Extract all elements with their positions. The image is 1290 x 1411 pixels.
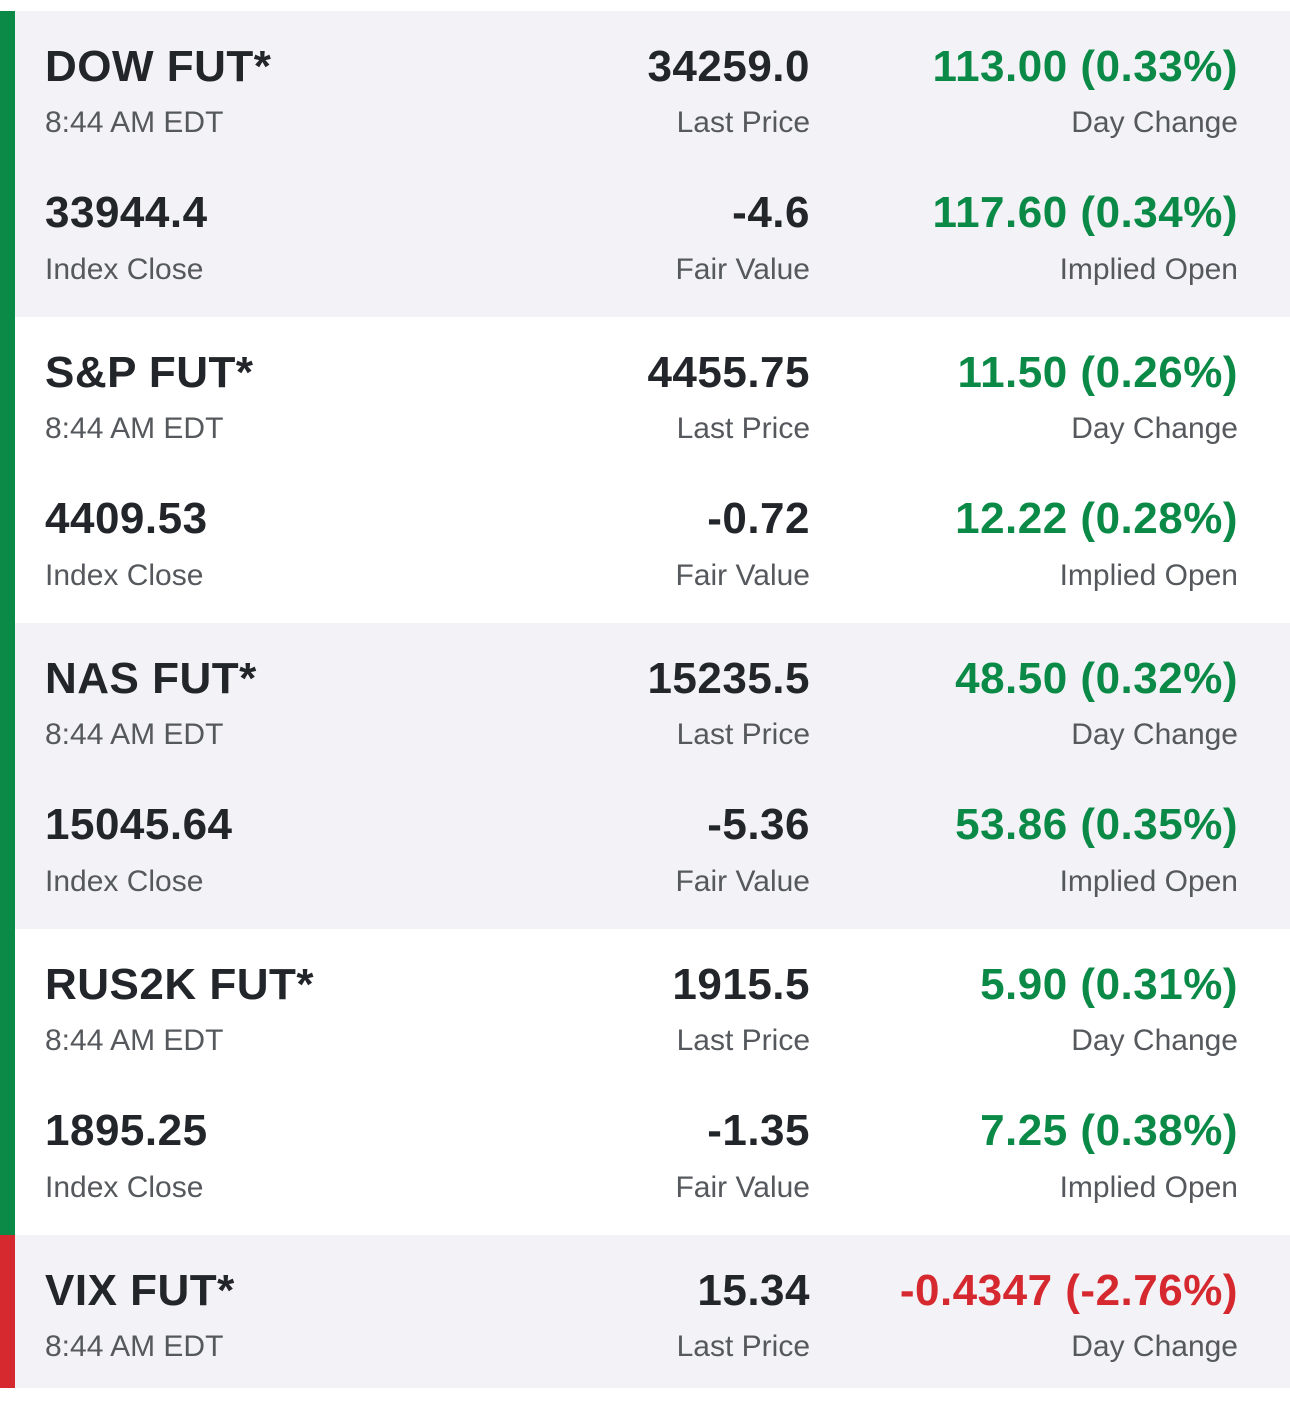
future-name: DOW FUT* xyxy=(45,42,272,91)
last-price-value: 15235.5 xyxy=(647,654,810,703)
index-close-value: 33944.4 xyxy=(45,188,208,237)
fair-value-value: -0.72 xyxy=(707,494,810,543)
last-price-value: 34259.0 xyxy=(647,42,810,91)
day-change-label: Day Change xyxy=(1071,718,1238,751)
index-close-label: Index Close xyxy=(45,253,204,286)
future-name: NAS FUT* xyxy=(45,654,257,703)
fair-value-label: Fair Value xyxy=(675,865,810,898)
day-change-value: -0.4347 (-2.76%) xyxy=(899,1266,1238,1315)
last-price-label: Last Price xyxy=(676,1024,810,1057)
day-change-label: Day Change xyxy=(1071,1330,1238,1363)
fair-value-label: Fair Value xyxy=(675,559,810,592)
last-price-label: Last Price xyxy=(676,718,810,751)
futures-list: DOW FUT* 8:44 AM EDT 34259.0 Last Price … xyxy=(0,11,1290,1388)
fair-value-label: Fair Value xyxy=(675,253,810,286)
day-change-value: 11.50 (0.26%) xyxy=(957,348,1238,397)
quote-time: 8:44 AM EDT xyxy=(45,412,224,445)
index-close-label: Index Close xyxy=(45,865,204,898)
implied-open-label: Implied Open xyxy=(1059,559,1238,592)
quote-time: 8:44 AM EDT xyxy=(45,1330,224,1363)
fair-value-value: -4.6 xyxy=(732,188,810,237)
implied-open-value: 7.25 (0.38%) xyxy=(980,1106,1238,1155)
day-change-label: Day Change xyxy=(1071,106,1238,139)
implied-open-value: 12.22 (0.28%) xyxy=(955,494,1238,543)
day-change-value: 48.50 (0.32%) xyxy=(955,654,1238,703)
future-card-vix[interactable]: VIX FUT* 8:44 AM EDT 15.34 Last Price -0… xyxy=(0,1235,1290,1388)
last-price-label: Last Price xyxy=(676,1330,810,1363)
future-name: VIX FUT* xyxy=(45,1266,235,1315)
fair-value-label: Fair Value xyxy=(675,1171,810,1204)
fair-value-value: -5.36 xyxy=(707,800,810,849)
implied-open-label: Implied Open xyxy=(1059,1171,1238,1204)
future-card-nas[interactable]: NAS FUT* 8:44 AM EDT 15235.5 Last Price … xyxy=(0,623,1290,929)
day-change-label: Day Change xyxy=(1071,1024,1238,1057)
day-change-value: 5.90 (0.31%) xyxy=(980,960,1238,1009)
quote-time: 8:44 AM EDT xyxy=(45,1024,224,1057)
future-card-rus2k[interactable]: RUS2K FUT* 8:44 AM EDT 1915.5 Last Price… xyxy=(0,929,1290,1235)
future-card-dow[interactable]: DOW FUT* 8:44 AM EDT 34259.0 Last Price … xyxy=(0,11,1290,317)
fair-value-value: -1.35 xyxy=(707,1106,810,1155)
quote-time: 8:44 AM EDT xyxy=(45,718,224,751)
future-card-sp[interactable]: S&P FUT* 8:44 AM EDT 4455.75 Last Price … xyxy=(0,317,1290,623)
index-close-label: Index Close xyxy=(45,1171,204,1204)
implied-open-label: Implied Open xyxy=(1059,865,1238,898)
implied-open-value: 53.86 (0.35%) xyxy=(955,800,1238,849)
day-change-label: Day Change xyxy=(1071,412,1238,445)
last-price-label: Last Price xyxy=(676,412,810,445)
index-close-value: 1895.25 xyxy=(45,1106,208,1155)
future-name: S&P FUT* xyxy=(45,348,254,397)
index-close-value: 15045.64 xyxy=(45,800,233,849)
last-price-value: 4455.75 xyxy=(647,348,810,397)
last-price-label: Last Price xyxy=(676,106,810,139)
last-price-value: 1915.5 xyxy=(672,960,810,1009)
index-close-value: 4409.53 xyxy=(45,494,208,543)
future-name: RUS2K FUT* xyxy=(45,960,315,1009)
implied-open-label: Implied Open xyxy=(1059,253,1238,286)
last-price-value: 15.34 xyxy=(697,1266,810,1315)
implied-open-value: 117.60 (0.34%) xyxy=(932,188,1238,237)
index-close-label: Index Close xyxy=(45,559,204,592)
day-change-value: 113.00 (0.33%) xyxy=(932,42,1238,91)
quote-time: 8:44 AM EDT xyxy=(45,106,224,139)
